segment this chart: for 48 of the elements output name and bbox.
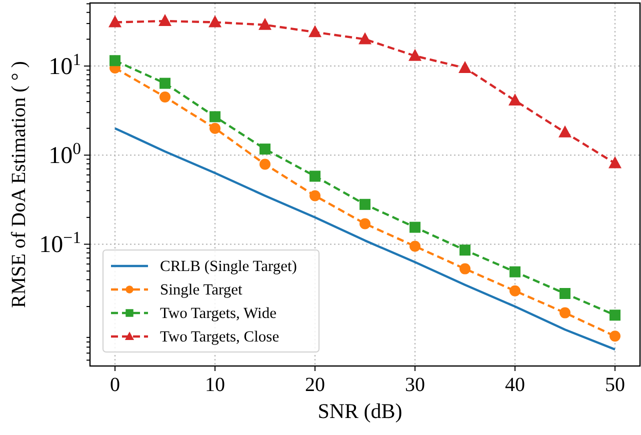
point <box>410 222 420 233</box>
y-tick-label: 10$^{0}$ <box>48 138 81 170</box>
legend-label: Two Targets, Close <box>160 328 280 346</box>
point <box>608 156 622 168</box>
point <box>260 144 270 155</box>
point <box>510 266 520 278</box>
point <box>460 244 470 256</box>
x-tick-label: 0 <box>110 374 120 396</box>
point <box>210 111 220 122</box>
x-tick-label: 20 <box>305 374 325 396</box>
point <box>510 285 520 296</box>
point <box>560 307 570 318</box>
point <box>360 198 370 210</box>
x-tick-label: 30 <box>405 374 425 396</box>
point <box>410 240 420 252</box>
y-axis-title: RMSE of DoA Estimation ( ° ) <box>8 61 30 308</box>
point <box>560 288 570 299</box>
point <box>310 170 320 182</box>
legend-label: Single Target <box>160 282 243 298</box>
point <box>108 15 122 28</box>
point <box>458 61 472 74</box>
point <box>158 14 172 26</box>
point <box>160 78 170 89</box>
point <box>558 125 572 138</box>
point <box>310 190 320 202</box>
point <box>508 94 522 106</box>
x-tick-label: 10 <box>205 374 225 396</box>
point <box>110 55 120 66</box>
point <box>160 91 170 102</box>
x-tick-label: 40 <box>505 374 525 396</box>
point <box>208 15 222 28</box>
x-tick-label: 50 <box>605 374 625 396</box>
point <box>260 158 270 170</box>
point <box>210 122 220 134</box>
point <box>308 25 322 38</box>
legend-label: CRLB (Single Target) <box>160 258 297 275</box>
line-series <box>114 127 616 351</box>
point <box>408 48 422 61</box>
point <box>358 32 372 44</box>
point <box>460 263 470 274</box>
y-tick-label: 10$^{−1}$ <box>39 228 81 258</box>
point <box>610 330 620 342</box>
point <box>610 310 620 321</box>
legend-label: Two Targets, Wide <box>160 305 277 322</box>
y-tick-label: 10$^{1}$ <box>48 50 81 80</box>
point <box>360 218 370 230</box>
x-axis-title: SNR (dB) <box>318 399 402 423</box>
point <box>258 18 272 30</box>
